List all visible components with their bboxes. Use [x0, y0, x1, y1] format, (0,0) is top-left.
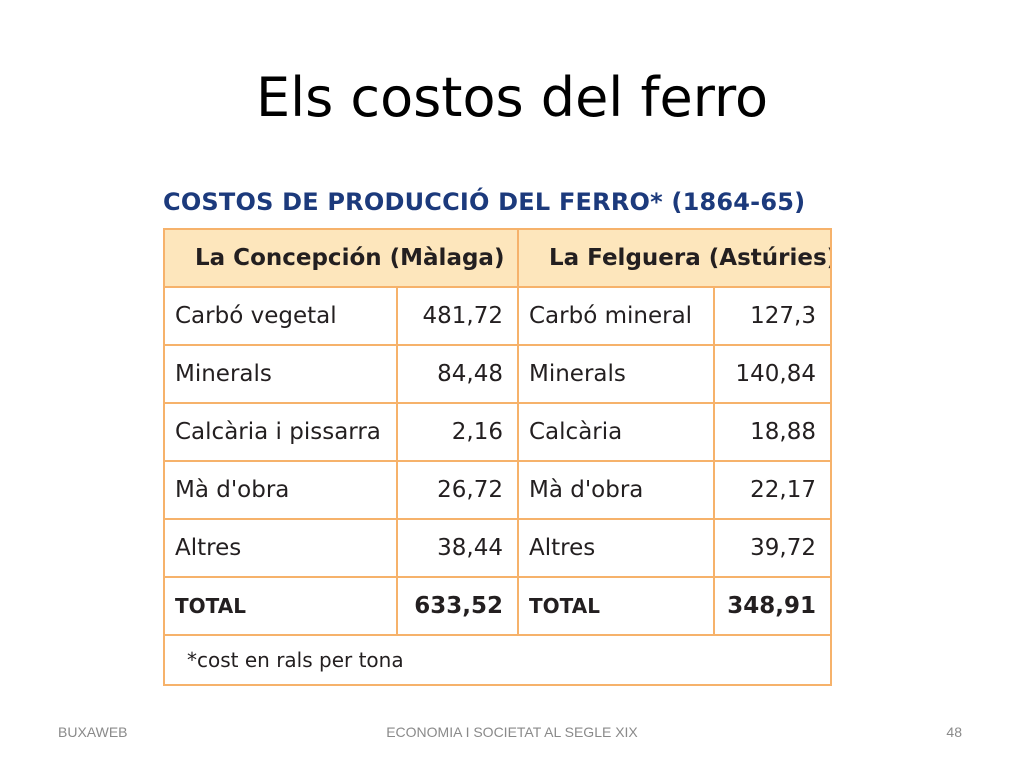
total-value-asturies: 348,91: [713, 576, 832, 636]
cost-value: 84,48: [396, 344, 519, 404]
cost-value: 18,88: [713, 402, 832, 462]
slide-title: Els costos del ferro: [256, 66, 768, 129]
footer-course-title: ECONOMIA I SOCIETAT AL SEGLE XIX: [386, 724, 638, 740]
cost-value: 38,44: [396, 518, 519, 578]
table-heading: COSTOS DE PRODUCCIÓ DEL FERRO* (1864-65): [163, 188, 806, 216]
cost-item-label: Altres: [517, 518, 715, 578]
cost-item-label: Altres: [163, 518, 398, 578]
cost-item-label: Mà d'obra: [163, 460, 398, 520]
table-row: Mà d'obra 26,72 Mà d'obra 22,17: [163, 460, 832, 520]
column-header-asturies: La Felguera (Astúries): [517, 228, 832, 288]
cost-value: 2,16: [396, 402, 519, 462]
table-row: Altres 38,44 Altres 39,72: [163, 518, 832, 578]
cost-value: 39,72: [713, 518, 832, 578]
cost-value: 127,3: [713, 286, 832, 346]
table-footnote: *cost en rals per tona: [163, 634, 832, 686]
cost-item-label: Calcària i pissarra: [163, 402, 398, 462]
cost-table: La Concepción (Màlaga) La Felguera (Astú…: [163, 228, 832, 686]
column-header-malaga: La Concepción (Màlaga): [163, 228, 519, 288]
table-row: Minerals 84,48 Minerals 140,84: [163, 344, 832, 404]
total-value-malaga: 633,52: [396, 576, 519, 636]
table-header-row: La Concepción (Màlaga) La Felguera (Astú…: [163, 228, 832, 288]
cost-item-label: Carbó vegetal: [163, 286, 398, 346]
slide-number: 48: [946, 724, 962, 740]
cost-value: 26,72: [396, 460, 519, 520]
table-row: Carbó vegetal 481,72 Carbó mineral 127,3: [163, 286, 832, 346]
cost-item-label: Minerals: [517, 344, 715, 404]
cost-item-label: Calcària: [517, 402, 715, 462]
total-label: TOTAL: [163, 576, 398, 636]
cost-item-label: Mà d'obra: [517, 460, 715, 520]
cost-value: 140,84: [713, 344, 832, 404]
cost-item-label: Minerals: [163, 344, 398, 404]
table-row: Calcària i pissarra 2,16 Calcària 18,88: [163, 402, 832, 462]
footnote-row: *cost en rals per tona: [163, 634, 832, 686]
total-row: TOTAL 633,52 TOTAL 348,91: [163, 576, 832, 636]
cost-item-label: Carbó mineral: [517, 286, 715, 346]
cost-value: 481,72: [396, 286, 519, 346]
cost-value: 22,17: [713, 460, 832, 520]
footer-author: BUXAWEB: [58, 724, 128, 740]
total-label: TOTAL: [517, 576, 715, 636]
